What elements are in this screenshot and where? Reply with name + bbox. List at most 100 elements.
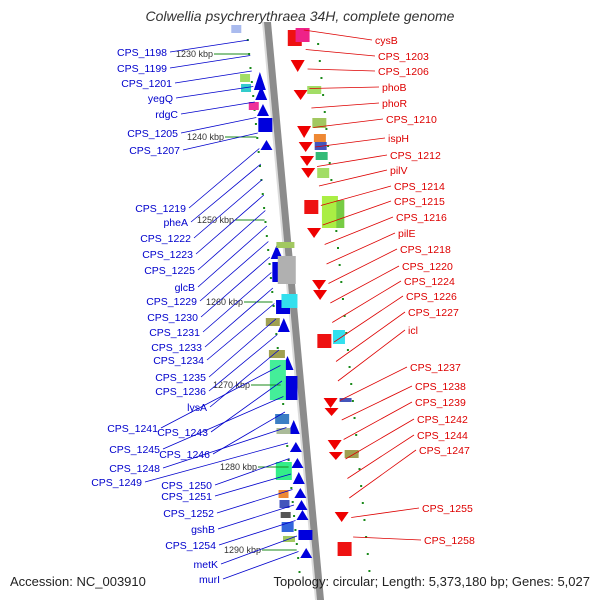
gene-label-right: ispH (388, 133, 409, 145)
gene-label-right: CPS_1238 (415, 381, 466, 393)
gene-label-left: CPS_1245 (109, 444, 160, 456)
gene-label-left: CPS_1222 (140, 233, 191, 245)
gene-label-leader (326, 232, 396, 265)
gene-label-leader (313, 118, 384, 128)
map-title: Colwellia psychrerythraea 34H, complete … (145, 8, 455, 24)
gene-label-right: CPS_1212 (390, 150, 441, 162)
forward-gene-block (283, 376, 298, 400)
gene-label-leader (303, 29, 373, 41)
gene-label-right: CPS_1224 (404, 276, 455, 288)
forward-gene-arrow (270, 245, 283, 259)
gene-label-left: CPS_1246 (159, 449, 210, 461)
feature-block (276, 242, 295, 248)
forward-gene-arrow (253, 72, 266, 90)
reverse-gene-arrow (328, 452, 343, 460)
gene-label-leader (328, 248, 398, 284)
gene-label-leader (324, 216, 394, 245)
gene-label-leader (345, 418, 415, 460)
gene-label-left: murI (199, 574, 220, 586)
accession-text: Accession: NC_003910 (10, 574, 146, 589)
gene-label-right: CPS_1258 (424, 535, 475, 547)
gene-label-leader (214, 458, 290, 486)
gene-label-leader (162, 427, 287, 469)
gene-label-leader (339, 366, 408, 401)
gene-label-left: CPS_1230 (147, 312, 198, 324)
feature-block (240, 74, 251, 82)
reverse-gene-block (317, 334, 332, 348)
forward-gene-arrow (287, 420, 300, 434)
gene-label-left: CPS_1236 (155, 386, 206, 398)
gene-label-leader (318, 169, 388, 187)
reverse-gene-arrow (324, 408, 339, 416)
gene-label-left: pheA (163, 217, 188, 229)
gene-label-leader (217, 504, 295, 530)
gene-label-leader (320, 185, 392, 206)
forward-gene-block (298, 530, 313, 540)
gene-label-leader (193, 179, 263, 239)
forward-gene-arrow (296, 510, 309, 520)
gene-label-leader (190, 163, 262, 223)
reverse-gene-arrow (307, 228, 322, 238)
gene-label-leader (204, 287, 274, 348)
gene-label-leader (330, 265, 400, 304)
gene-label-left: lysA (187, 402, 207, 414)
gene-label-leader (175, 86, 254, 99)
gene-label-right: CPS_1214 (394, 181, 445, 193)
feature-block (280, 512, 291, 518)
reverse-gene-arrow (300, 156, 315, 166)
gene-label-left: rdgC (155, 109, 178, 121)
gene-label-left: CPS_1249 (91, 477, 142, 489)
gene-label-left: CPS_1199 (117, 63, 167, 75)
forward-gene-arrow (294, 488, 307, 498)
gene-label-leader (202, 272, 272, 333)
gene-label-left: CPS_1254 (165, 540, 216, 552)
gene-label-right: CPS_1237 (410, 362, 461, 374)
gene-label-left: gshB (191, 524, 215, 536)
gene-label-left: CPS_1219 (135, 203, 186, 215)
gene-label-left: CPS_1248 (109, 463, 160, 475)
gene-label-left: CPS_1198 (117, 47, 167, 59)
gene-label-leader (222, 551, 299, 580)
scale-label: 1270 kbp (213, 380, 250, 390)
gene-label-leader (169, 55, 251, 69)
feature-block (317, 168, 330, 178)
feature-block (321, 196, 338, 228)
gene-label-leader (315, 137, 386, 148)
feature-block (339, 398, 352, 402)
gene-label-leader (208, 318, 277, 378)
gene-label-right: CPS_1242 (417, 414, 468, 426)
gene-label-left: CPS_1251 (161, 491, 212, 503)
forward-gene-arrow (291, 458, 304, 468)
gene-label-left: yegQ (148, 93, 173, 105)
feature-block (312, 118, 327, 128)
gene-label-leader (144, 442, 289, 483)
scale-label: 1260 kbp (206, 297, 243, 307)
gene-label-leader (197, 225, 268, 288)
gene-label-leader (169, 39, 249, 53)
gene-label-right: icl (408, 325, 418, 337)
gene-label-right: phoR (382, 98, 408, 110)
forward-gene-block (258, 118, 273, 132)
gene-label-leader (307, 68, 376, 72)
feature-block (279, 500, 290, 508)
gene-label-right: CPS_1244 (417, 430, 468, 442)
gene-label-right: CPS_1215 (394, 196, 445, 208)
gene-label-leader (305, 49, 376, 57)
gene-label-left: CPS_1252 (163, 508, 214, 520)
forward-gene-arrow (295, 500, 308, 510)
gene-label-left: CPS_1205 (127, 128, 178, 140)
gene-label-left: CPS_1207 (129, 145, 180, 157)
feature-block (313, 134, 326, 142)
gene-label-right: CPS_1206 (378, 66, 429, 78)
forward-gene-arrow (256, 104, 269, 116)
gene-label-leader (353, 536, 422, 541)
scale-label: 1280 kbp (220, 462, 257, 472)
gene-label-leader (212, 411, 286, 455)
gene-label-leader (335, 311, 406, 362)
gene-label-right: CPS_1255 (422, 503, 473, 515)
gene-label-leader (180, 117, 257, 134)
feature-block (278, 490, 289, 498)
feature-block (275, 414, 290, 424)
gene-label-leader (180, 101, 255, 115)
gene-label-right: pilE (398, 228, 416, 240)
